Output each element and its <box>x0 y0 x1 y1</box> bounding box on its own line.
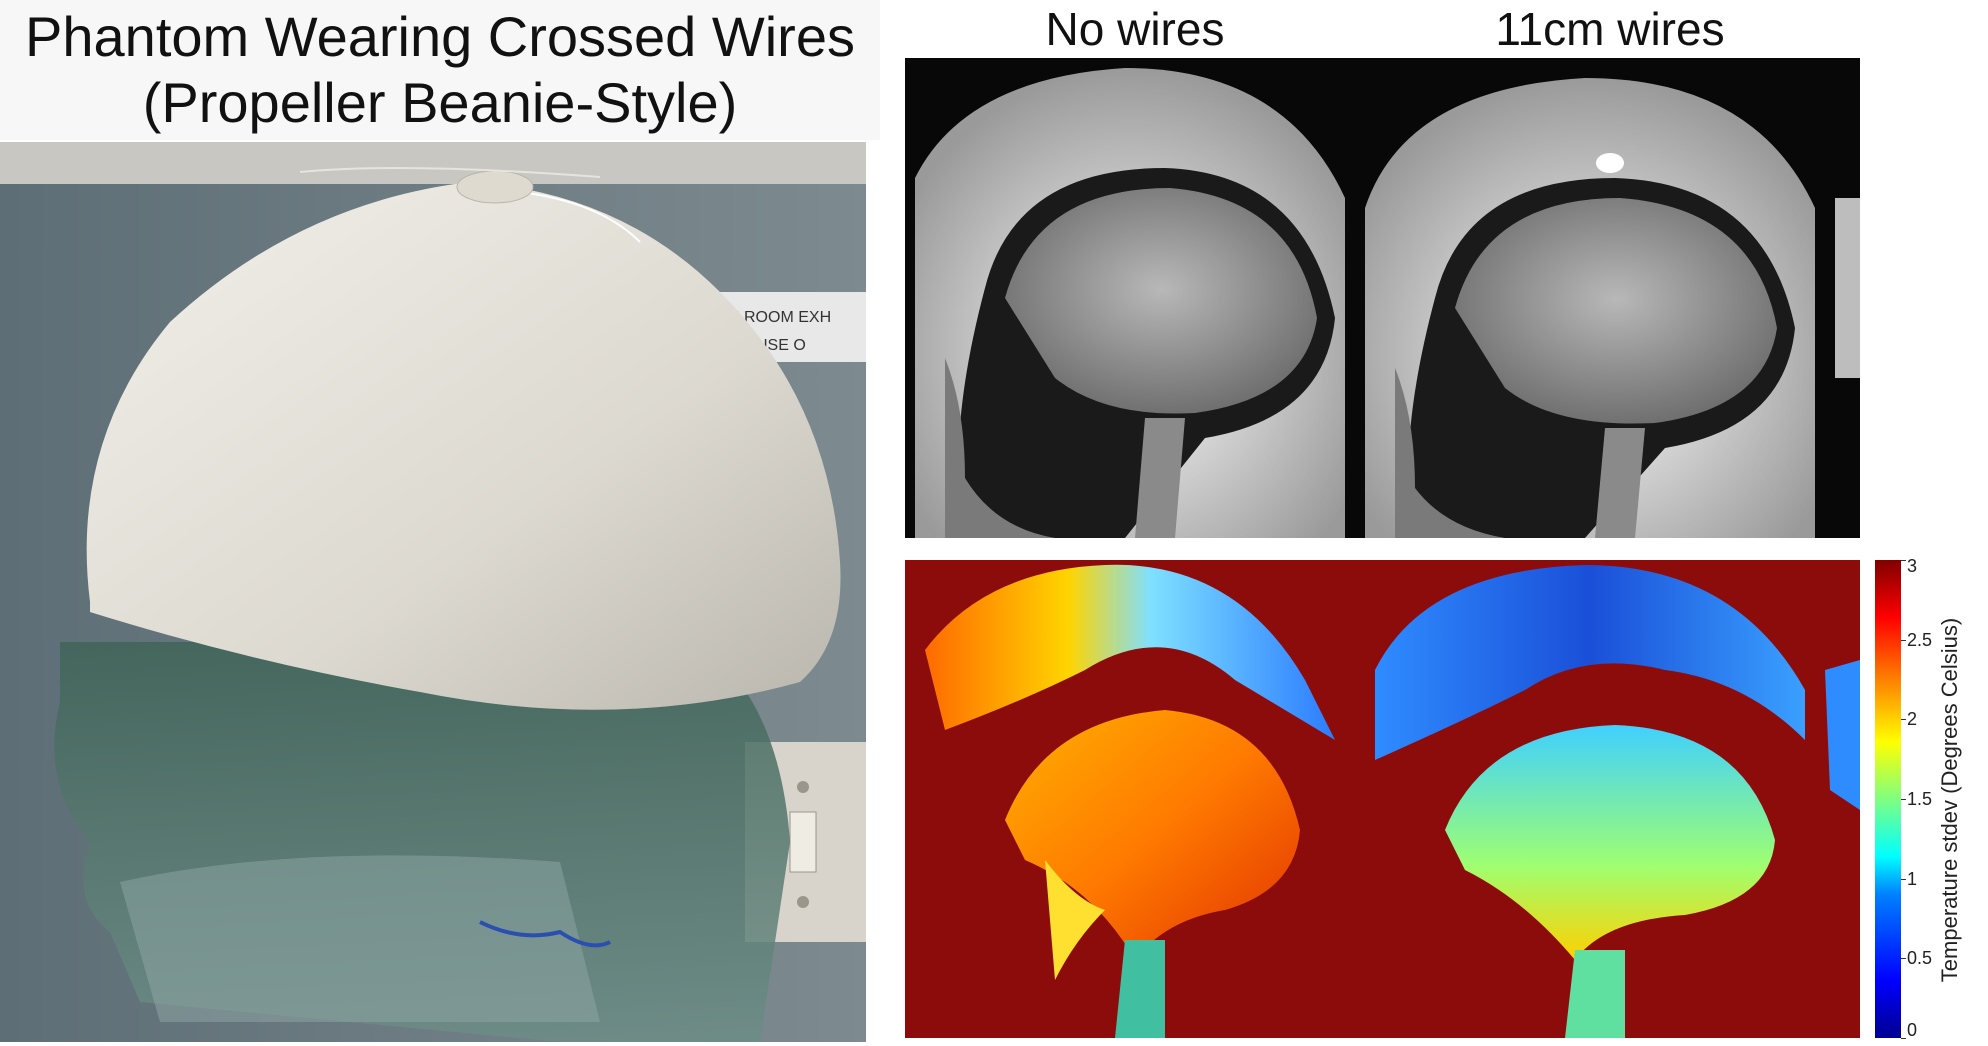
photo-title-line2: (Propeller Beanie-Style) <box>142 71 738 134</box>
temperature-stdev-maps <box>905 560 1860 1038</box>
mri-title-no-wires: No wires <box>1045 3 1225 55</box>
colorbar-tick-label: 2 <box>1907 709 1918 730</box>
mri-title-11cm-wires: 11cm wires <box>1495 3 1725 55</box>
mri-11cm-wires-image <box>1365 78 1815 538</box>
colorbar-label: Temperature stdev (Degrees Celsius) <box>1930 570 1970 1030</box>
wire-lead <box>479 920 611 948</box>
mri-magnitude-panel <box>905 58 1860 538</box>
colorbar-tick-label: 2.5 <box>1907 629 1933 650</box>
sign-text-line1: N ROOM EXH <box>728 309 831 326</box>
colorbar-tick-label: 3 <box>1907 556 1918 576</box>
phantom-photo: N ROOM EXH R USE O <box>0 142 866 1042</box>
colorbar-tick-mark <box>1901 639 1906 641</box>
tmap-no-wires <box>925 564 1335 1038</box>
colorbar-label-text: Temperature stdev (Degrees Celsius) <box>1937 617 1962 983</box>
mri-no-wires-image <box>915 68 1345 538</box>
colorbar-tick-mark <box>1901 878 1906 880</box>
tmap-11cm-wires <box>1375 565 1860 1038</box>
colorbar-tick-label: 1.5 <box>1907 789 1933 809</box>
colorbar-tick-mark <box>1901 560 1906 561</box>
cap-knot <box>456 170 534 204</box>
beanie-cap <box>86 182 841 710</box>
ceiling-strip <box>0 142 866 184</box>
colorbar-tick-mark <box>1901 719 1906 721</box>
photo-title-block: Phantom Wearing Crossed Wires (Propeller… <box>0 0 880 140</box>
colorbar-tick-label: 0 <box>1907 1020 1918 1040</box>
colorbar-tick-label: 1 <box>1907 868 1918 889</box>
colorbar-tick-mark <box>1901 799 1906 800</box>
colorbar <box>1875 560 1901 1038</box>
colorbar-tick-label: 0.5 <box>1907 948 1933 969</box>
colorbar-tick-mark <box>1901 958 1906 960</box>
photo-title-line1: Phantom Wearing Crossed Wires <box>25 5 855 68</box>
colorbar-tick-mark <box>1901 1038 1906 1039</box>
